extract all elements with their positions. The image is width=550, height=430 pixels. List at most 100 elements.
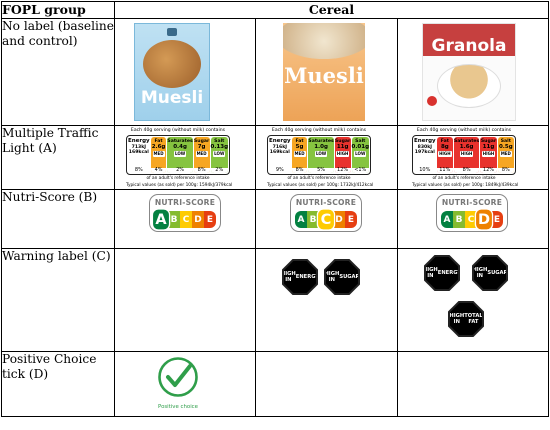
positive-choice-label: Positive choice [158, 404, 198, 410]
tl-nutrient-value: 11g [482, 143, 495, 150]
warning-text-line: HIGH IN [472, 266, 488, 279]
cell-nutri-3: NUTRI-SCORE A B C D E [396, 189, 550, 249]
tl-nutrient-name: Sugar [193, 139, 210, 144]
tl-nutrient-name: Saturates [167, 139, 193, 144]
nutri-letter-b: B [168, 211, 180, 228]
cell-product-2: Muesli [255, 18, 398, 126]
tl-ring: Energy 713kJ 169kcal 8% Fat 2.6g MED 4% Saturate… [126, 135, 230, 175]
cell-warning-1 [114, 248, 256, 352]
nutri-score-label: NUTRI-SCORE A B C D E [436, 194, 508, 232]
tl-energy-kcal: 197kcal [414, 150, 435, 155]
tl-typical: Typical values (as sold) per 100g: 1732k… [267, 182, 374, 188]
tl-nutrient-pct: <1% [351, 167, 370, 173]
nutri-letter-d: D [474, 208, 494, 231]
warning-text-line: SUGAR [339, 273, 360, 280]
tl-ring: Energy 716kJ 169kcal 9% Fat 5g MED 8% Saturates 1… [267, 135, 371, 175]
tl-caption: Each 40g serving (without milk) contains [271, 128, 367, 133]
check-circle-icon [158, 357, 198, 397]
tl-energy-name: Energy [269, 138, 291, 144]
nutri-score-title: NUTRI-SCORE [441, 198, 503, 207]
nutri-letter-b: B [453, 211, 465, 228]
warning-octagon-sugar: HIGH IN SUGAR [472, 255, 508, 291]
tl-seg-saturates: Saturates 1.6g HIGH 8% [454, 137, 480, 173]
tl-typical: Typical values (as sold) per 100g: 1849k… [412, 182, 519, 188]
warning-octagon-total-fat: HIGH IN TOTAL FAT [448, 301, 484, 337]
tl-nutrient-value: 11g [336, 143, 349, 150]
traffic-light-label: Each 40g serving (without milk) contains… [126, 128, 232, 188]
tl-seg-energy: Energy 716kJ 169kcal 9% [269, 137, 291, 173]
tl-footer: of an adult's reference intake [146, 176, 210, 181]
tl-nutrient-level: LOW [213, 151, 226, 157]
tl-nutrient-value: 1.0g [314, 143, 328, 150]
tl-nutrient-level: MED [293, 151, 306, 157]
tl-nutrient-pct: 8% [454, 167, 480, 173]
cell-positive-3 [396, 351, 550, 417]
nutri-letter-a: A [441, 211, 453, 228]
tl-nutrient-pct: 8% [497, 167, 515, 173]
tl-nutrient-name: Salt [355, 139, 366, 144]
tl-nutrient-level: MED [499, 151, 512, 157]
tl-energy-kj: 830kJ [417, 144, 432, 150]
tl-energy-kj: 713kJ [131, 144, 146, 150]
cereal-box-granola: Granola [422, 23, 516, 121]
traffic-light-label: Each 40g serving (without milk) contains… [412, 128, 519, 188]
warning-text-line: HIGH IN [422, 266, 438, 279]
cell-product-1: Muesli [114, 18, 256, 126]
tl-nutrient-name: Saturates [454, 139, 480, 144]
tl-energy-kj: 716kJ [272, 144, 287, 150]
tl-nutrient-value: 0.13g [210, 143, 229, 150]
tl-nutrient-level: HIGH [481, 151, 496, 157]
tl-nutrient-value: 5g [295, 143, 304, 150]
tl-nutrient-pct: 12% [480, 167, 497, 173]
tl-seg-sugar: Sugar 11g HIGH 12% [480, 137, 497, 173]
nutri-letter-d: D [333, 211, 345, 228]
tl-nutrient-value: 0.01g [351, 143, 370, 150]
tl-nutrient-value: 1.6g [459, 143, 474, 150]
tl-footer: of an adult's reference intake [432, 176, 496, 181]
tl-nutrient-name: Fat [295, 139, 304, 144]
warning-octagon-sugar: HIGH IN SUGAR [324, 259, 360, 295]
tl-seg-salt: Salt 0.13g LOW 2% [210, 137, 229, 173]
tl-nutrient-level: MED [152, 151, 165, 157]
tl-energy-name: Energy [128, 138, 150, 144]
header-fopl-group: FOPL group [1, 1, 115, 19]
nutri-letter-c: C [316, 208, 336, 231]
warning-text-line: ENERGY [437, 269, 462, 276]
fopl-table: FOPL group Cereal No label (baseline and… [1, 1, 550, 417]
nutri-letter-b: B [307, 211, 319, 228]
granola-bowl-icon [437, 64, 501, 108]
nutri-letter-e: E [345, 211, 357, 228]
tl-nutrient-name: Fat [154, 139, 163, 144]
nutri-score-label: NUTRI-SCORE A B C D E [290, 194, 362, 232]
tl-nutrient-pct: 8% [193, 167, 210, 173]
nutri-letter-a: A [295, 211, 307, 228]
nutri-score-title: NUTRI-SCORE [154, 198, 216, 207]
cell-product-3: Granola [396, 18, 550, 126]
warning-octagon-energy: HIGH IN ENERGY [424, 255, 460, 291]
row-label-warning: Warning label (C) [1, 248, 115, 352]
cell-warning-3: HIGH IN ENERGY HIGH IN SUGAR HIGH IN TOTAL … [396, 248, 550, 352]
nutri-score-label: NUTRI-SCORE A B C D E [149, 194, 221, 232]
tl-nutrient-level: LOW [173, 151, 187, 157]
row-label-positive: Positive Choice tick (D) [1, 351, 115, 417]
row-label-nutri: Nutri-Score (B) [1, 189, 115, 249]
tl-nutrient-name: Sugar [334, 139, 351, 144]
cell-positive-2 [255, 351, 398, 417]
cell-mtl-2: Each 40g serving (without milk) contains… [255, 125, 398, 190]
nutri-letter-a: A [151, 208, 171, 231]
tl-nutrient-level: LOW [314, 151, 328, 157]
warning-text-line: HIGH IN [324, 270, 340, 283]
cereal-box-muesli-blue: Muesli [134, 23, 210, 121]
tl-seg-sugar: Sugar 11g HIGH 12% [334, 137, 351, 173]
tl-nutrient-value: 0.5g [498, 143, 513, 150]
traffic-light-label: Each 40g serving (without milk) contains… [267, 128, 374, 188]
tl-nutrient-name: Salt [214, 139, 225, 144]
tl-nutrient-name: Saturates [308, 139, 334, 144]
row-label-mtl: Multiple Traffic Light (A) [1, 125, 115, 190]
tl-footer: of an adult's reference intake [287, 176, 351, 181]
tl-seg-saturates: Saturates 1.0g LOW 5% [308, 137, 334, 173]
tl-nutrient-level: HIGH [459, 151, 474, 157]
cell-mtl-3: Each 40g serving (without milk) contains… [396, 125, 550, 190]
